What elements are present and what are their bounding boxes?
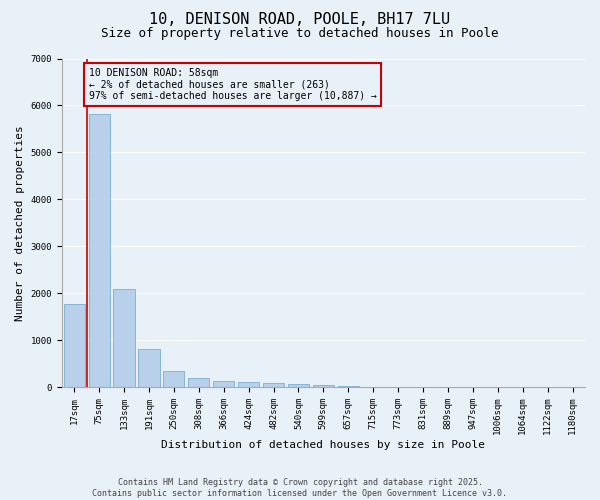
Bar <box>113 290 134 387</box>
Bar <box>338 386 359 387</box>
Bar <box>238 382 259 387</box>
Bar <box>163 370 184 387</box>
Bar <box>288 384 309 387</box>
Y-axis label: Number of detached properties: Number of detached properties <box>15 125 25 320</box>
Bar <box>188 378 209 387</box>
Bar <box>263 383 284 387</box>
Text: Contains HM Land Registry data © Crown copyright and database right 2025.
Contai: Contains HM Land Registry data © Crown c… <box>92 478 508 498</box>
X-axis label: Distribution of detached houses by size in Poole: Distribution of detached houses by size … <box>161 440 485 450</box>
Text: Size of property relative to detached houses in Poole: Size of property relative to detached ho… <box>101 28 499 40</box>
Bar <box>139 348 160 387</box>
Text: 10 DENISON ROAD: 58sqm
← 2% of detached houses are smaller (263)
97% of semi-det: 10 DENISON ROAD: 58sqm ← 2% of detached … <box>89 68 377 101</box>
Bar <box>64 304 85 387</box>
Bar <box>213 382 235 387</box>
Bar <box>313 385 334 387</box>
Bar <box>89 114 110 387</box>
Text: 10, DENISON ROAD, POOLE, BH17 7LU: 10, DENISON ROAD, POOLE, BH17 7LU <box>149 12 451 28</box>
